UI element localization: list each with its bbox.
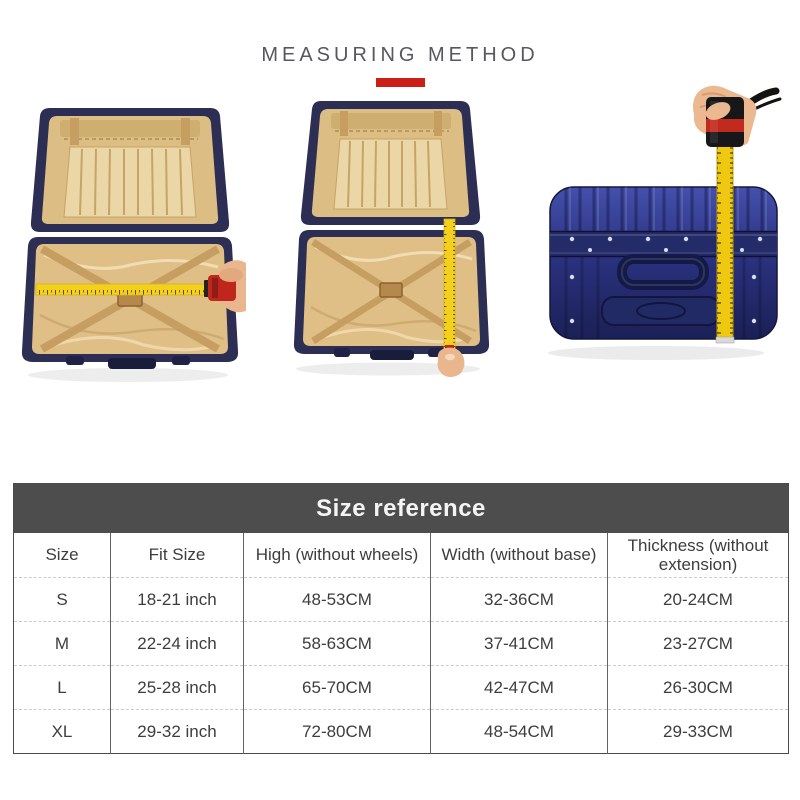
column-header-thickness: Thickness (without extension) [606,533,789,578]
shadow [548,346,764,360]
cell-high: 65-70CM [243,665,431,710]
cell-size: L [13,665,111,710]
measuring-photos [0,85,800,399]
title-underline [375,78,425,87]
suitcase-lid [300,101,481,225]
cell-high: 58-63CM [243,621,431,666]
suitcase-lid [30,108,230,232]
finger [437,345,465,377]
cell-width: 37-41CM [430,621,608,666]
cell-width: 42-47CM [430,665,608,710]
measuring-tape [715,138,735,344]
cell-width: 32-36CM [430,577,608,622]
column-header-fit-size: Fit Size [110,533,244,578]
shadow [296,362,480,376]
page-title: MEASURING METHOD [261,44,539,66]
cell-thickness: 20-24CM [606,577,789,622]
column-header-width: Width (without base) [430,533,608,578]
cell-width: 48-54CM [430,709,608,754]
table-row-xl: XL 29-32 inch 72-80CM 48-54CM 29-33CM [14,709,789,754]
column-header-high: High (without wheels) [243,533,431,578]
size-reference-section: Size reference Size Fit Size High (witho… [13,483,790,754]
strap-buckle [379,282,403,298]
closed-suitcase [549,186,778,340]
measuring-tape [443,218,456,366]
shadow [28,368,228,382]
cell-size: S [13,577,111,622]
cell-size: M [13,621,111,666]
table-row-l: L 25-28 inch 65-70CM 42-47CM 26-30CM [13,665,789,710]
column-header-size: Size [13,533,111,578]
cell-fit: 25-28 inch [110,665,244,710]
table-row-s: S 18-21 inch 48-53CM 32-36CM 20-24CM [13,577,789,622]
cell-fit: 22-24 inch [110,621,244,666]
measuring-tape [35,283,223,296]
cell-size: XL [51,721,73,741]
tape-measure-body [204,268,243,301]
size-table: Size reference Size Fit Size High (witho… [13,483,790,754]
tape-measure-body [705,97,744,147]
table-title: Size reference [13,483,789,533]
photo-closed-suitcase-thickness [548,85,782,360]
cell-thickness: 26-30CM [606,665,789,710]
trolley-plate [601,296,721,326]
suitcase-base [293,230,490,360]
header: MEASURING METHOD [0,0,800,87]
suitcase-base [21,237,239,369]
cell-thickness: 29-33CM [606,709,789,754]
cell-high: 48-53CM [243,577,431,622]
cell-thickness: 23-27CM [606,621,789,666]
photo-open-suitcase-height [293,101,490,377]
cell-high: 72-80CM [243,709,431,754]
carry-handle [617,254,709,290]
photo-open-suitcase-width [21,108,246,382]
cell-fit: 29-32 inch [110,709,244,754]
table-row-m: M 22-24 inch 58-63CM 37-41CM 23-27CM [13,621,789,666]
cell-fit: 18-21 inch [110,577,244,622]
